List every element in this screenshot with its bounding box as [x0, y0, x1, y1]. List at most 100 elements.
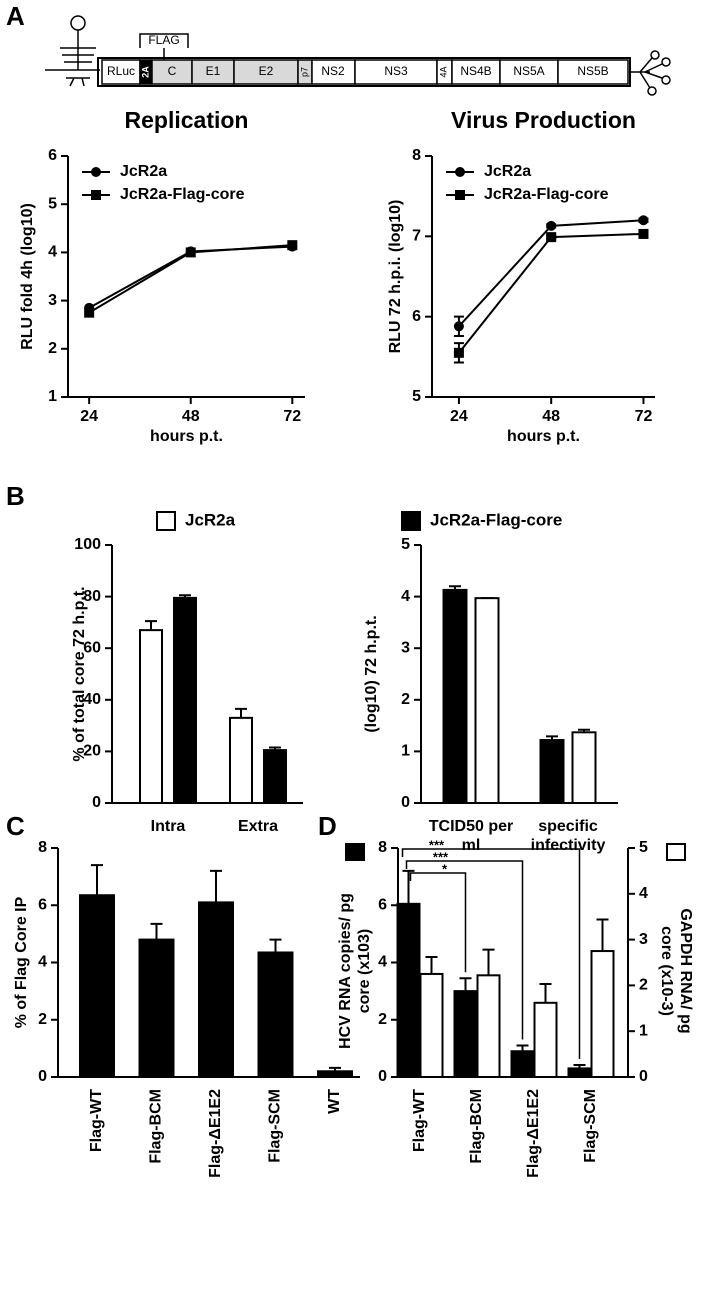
y-axis-label: HCV RNA copies/ pg core (x103)	[337, 892, 373, 1049]
marker	[185, 247, 196, 258]
bar	[173, 596, 197, 805]
bar	[263, 749, 287, 804]
y-tick-label: 0	[92, 794, 101, 811]
stem-loop	[60, 47, 96, 87]
error-bar	[402, 869, 415, 904]
x-tick-label: Flag-WT	[88, 1089, 105, 1152]
error-bar	[459, 977, 472, 992]
bar	[571, 731, 597, 804]
y-tick-label: 6	[412, 308, 421, 325]
legend-label: JcR2a-Flag-core	[120, 186, 245, 203]
bar	[317, 1070, 353, 1079]
y-tick-label: 3	[401, 639, 410, 656]
error-bar	[425, 956, 438, 974]
chart-title: Replication	[125, 107, 249, 133]
error-bar	[269, 938, 282, 953]
y-tick-label: 3	[48, 292, 57, 309]
segment	[451, 59, 501, 85]
marker	[638, 228, 649, 239]
segment-label: 4A	[438, 66, 448, 77]
legend-swatch	[401, 511, 421, 531]
marker	[455, 167, 465, 177]
bar	[476, 974, 501, 1078]
genome-box	[97, 57, 631, 87]
bar	[539, 739, 565, 804]
utr-3-loop	[661, 57, 671, 67]
y-tick-label: 4	[639, 885, 648, 902]
y-tick-label: 2	[38, 1011, 47, 1028]
marker	[546, 220, 557, 231]
segment-label: NS3	[384, 64, 408, 78]
segment-label: 2A	[140, 66, 150, 78]
utr-3-loop	[650, 50, 660, 60]
significance-label: ***	[429, 837, 445, 852]
x-tick-label: Flag-ΔE1E2	[207, 1089, 224, 1178]
bar	[139, 629, 163, 805]
marker	[453, 347, 464, 358]
legend-label: JcR2a	[484, 163, 531, 180]
y-tick-label: 0	[401, 794, 410, 811]
x-tick-label: 24	[80, 408, 98, 425]
bar	[510, 1050, 535, 1079]
stem-loop	[70, 15, 86, 31]
error-bar	[482, 948, 495, 976]
y-tick-label: 2	[401, 691, 410, 708]
y-tick-label: 0	[378, 1068, 387, 1085]
panel-label: B	[6, 481, 25, 511]
segment	[191, 59, 235, 85]
y-tick-label: 6	[48, 147, 57, 164]
y-tick-label: 60	[83, 639, 101, 656]
x-tick-label: Flag-SCM	[267, 1089, 284, 1163]
y-tick-label: 100	[74, 536, 101, 553]
genome-labels: FLAG RLuc 2A C E1 E2 p7 NS2 NS3 4A NS4B …	[107, 33, 609, 78]
segment-label: E1	[206, 64, 221, 78]
y-tick-label: 4	[378, 954, 387, 971]
x-tick-label: 48	[182, 408, 200, 425]
y-tick-label: 8	[412, 147, 421, 164]
flag-bracket	[139, 33, 189, 60]
y-tick-label: 20	[83, 743, 101, 760]
segment-label: p7	[299, 67, 309, 77]
x-tick-label: specific infectivity	[530, 818, 606, 854]
significance-label: ***	[433, 849, 449, 864]
x-tick-label: Flag-SCM	[582, 1089, 599, 1163]
error-bar	[235, 707, 247, 718]
bar	[453, 990, 478, 1078]
legend-swatch	[345, 843, 365, 861]
y-tick-label: 2	[639, 977, 648, 994]
legend-swatch	[156, 511, 176, 531]
y-tick-label: 8	[378, 839, 387, 856]
significance-bracket	[409, 872, 467, 973]
marker	[453, 321, 464, 332]
y-tick-label: 1	[639, 1022, 648, 1039]
x-tick-label: 24	[450, 408, 468, 425]
y-tick-label: 4	[401, 588, 410, 605]
bar	[138, 938, 175, 1078]
bar	[229, 716, 253, 804]
y-axis-label: % of Flag Core IP	[13, 896, 30, 1028]
y-axis-label: % of total core 72 h.p.t.	[71, 586, 88, 761]
x-tick-label: Flag-BCM	[468, 1089, 485, 1164]
bar	[396, 902, 421, 1078]
marker	[91, 190, 101, 200]
x-tick-label: Extra	[237, 818, 279, 835]
y-tick-label: 40	[83, 691, 101, 708]
legend-swatch	[666, 843, 686, 861]
genome-diagram	[45, 15, 671, 96]
x-axis-label: hours p.t.	[507, 428, 580, 445]
y-tick-label: 4	[48, 244, 57, 261]
significance-bracket	[401, 848, 581, 1059]
y-tick-label: 5	[401, 536, 410, 553]
y-tick-label: 6	[38, 896, 47, 913]
series-line	[458, 232, 644, 354]
y-axis-label: RLU fold 4h (log10)	[19, 203, 36, 350]
y-tick-label: 5	[639, 839, 648, 856]
chart-title: Virus Production	[451, 107, 636, 133]
segment-label: NS2	[321, 64, 345, 78]
legend-label: JcR2a	[185, 510, 236, 529]
bar	[474, 597, 500, 805]
y-tick-label: 7	[412, 228, 421, 245]
x-tick-label: Flag-WT	[411, 1089, 428, 1152]
y-tick-label: 80	[83, 588, 101, 605]
